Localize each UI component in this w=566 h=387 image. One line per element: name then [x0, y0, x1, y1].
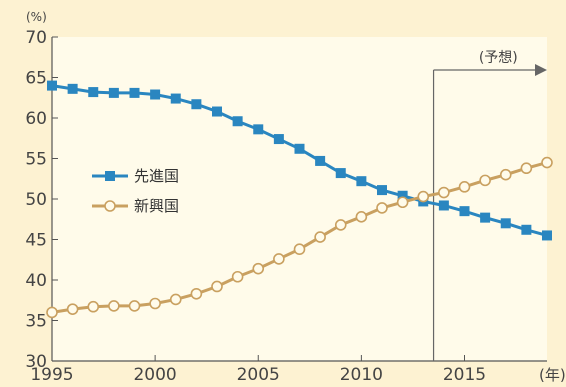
series-0-point — [335, 168, 346, 179]
series-1-point — [376, 202, 388, 214]
series-0-point — [67, 83, 78, 94]
series-1-point — [396, 196, 409, 209]
series-1-point — [211, 280, 223, 293]
series-0-point — [273, 134, 284, 145]
series-1-point — [66, 303, 79, 315]
series-0-point — [438, 200, 449, 211]
y-tick-label: 65 — [25, 69, 47, 89]
series-0-point — [397, 190, 408, 201]
series-1-point — [87, 300, 100, 313]
series-0-point — [521, 224, 532, 235]
series-0-point — [377, 185, 387, 196]
series-0-point — [232, 116, 243, 127]
x-axis-unit: (年) — [539, 366, 566, 384]
x-tick-label: 1995 — [30, 365, 73, 385]
series-0-point — [480, 212, 491, 223]
legend-label-0: 先進国 — [134, 167, 179, 185]
series-1-point — [438, 186, 450, 199]
series-1-point — [273, 253, 285, 265]
y-tick-label: 70 — [25, 28, 47, 48]
x-tick-label: 2005 — [237, 365, 280, 385]
series-1-point — [231, 270, 244, 283]
series-1-point — [499, 168, 512, 181]
forecast-arrow-head — [535, 64, 547, 76]
series-1-point — [46, 306, 58, 319]
series-0-point — [150, 89, 161, 100]
series-1-point — [108, 300, 120, 312]
x-tick-label: 2015 — [443, 365, 486, 385]
series-1-point — [355, 211, 368, 223]
y-tick-label: 60 — [25, 109, 47, 129]
series-1-point — [479, 174, 491, 187]
series-1-point — [149, 297, 161, 310]
series-1-point — [128, 300, 141, 312]
series-0-point — [47, 80, 57, 91]
series-0-point — [212, 106, 222, 117]
series-1-point — [190, 287, 203, 300]
y-tick-label: 45 — [25, 231, 47, 251]
series-0-point — [356, 176, 367, 187]
series-0-point — [88, 87, 99, 98]
legend-marker-0 — [105, 171, 115, 181]
series-1-point — [293, 243, 306, 256]
x-tick-label: 2010 — [340, 365, 383, 385]
series-0-point — [253, 124, 264, 135]
y-axis-unit: (%) — [26, 10, 47, 24]
series-0-point — [315, 155, 326, 166]
series-1-point — [252, 262, 265, 275]
series-0-point — [500, 218, 511, 229]
plot-background — [52, 37, 547, 361]
y-tick-label: 40 — [25, 271, 47, 291]
series-1-point — [458, 181, 471, 193]
legend-label-1: 新興国 — [134, 197, 179, 215]
series-1-point — [417, 190, 430, 203]
series-1-point — [314, 231, 326, 243]
y-tick-label: 55 — [25, 150, 47, 170]
series-0-point — [129, 87, 140, 98]
series-0-point — [542, 230, 552, 241]
y-tick-label: 50 — [25, 190, 47, 210]
series-1-point — [541, 156, 553, 169]
forecast-label: (予想) — [479, 50, 518, 66]
series-0-point — [170, 93, 181, 104]
series-1-point — [334, 219, 347, 231]
y-tick-label: 35 — [25, 312, 47, 332]
series-0-point — [191, 99, 202, 110]
series-1-point — [169, 293, 182, 306]
legend-marker-1 — [104, 200, 116, 212]
series-0-point — [294, 143, 305, 154]
series-0-point — [459, 206, 470, 217]
series-0-point — [108, 87, 119, 98]
series-1-point — [520, 162, 533, 175]
x-tick-label: 2000 — [133, 365, 176, 385]
y-tick-label: 30 — [25, 352, 47, 372]
